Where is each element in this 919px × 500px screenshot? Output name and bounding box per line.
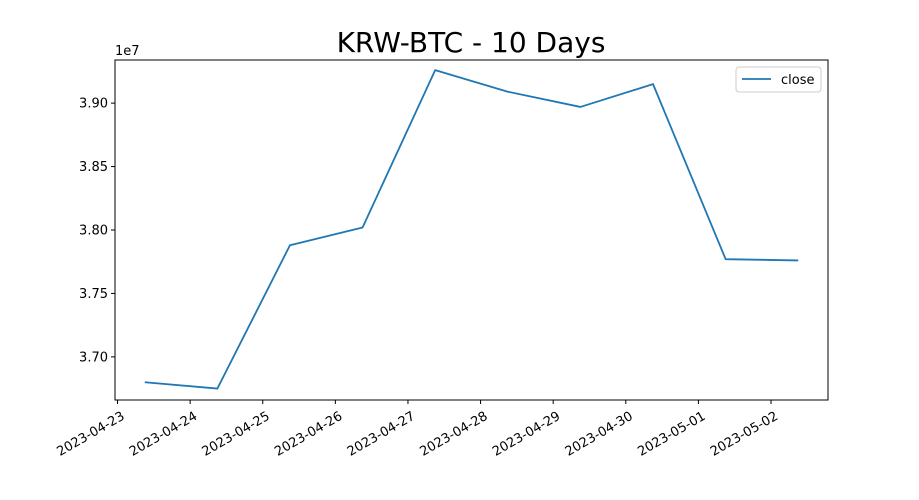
chart-title: KRW-BTC - 10 Days (337, 26, 606, 59)
y-tick-label: 3.85 (79, 160, 108, 175)
y-tick-label: 3.75 (79, 287, 108, 302)
legend-label-close: close (781, 73, 814, 88)
y-tick-label: 3.90 (79, 97, 108, 112)
series-line-close (144, 69, 799, 390)
y-tick-label: 3.70 (79, 350, 108, 365)
legend: close (735, 66, 822, 93)
y-tick-label: 3.80 (79, 224, 108, 239)
series-layer (144, 69, 799, 390)
legend-box (735, 66, 822, 93)
y-axis-offset-label: 1e7 (115, 44, 140, 59)
y-axis: 3.70 3.75 3.80 3.85 3.90 (79, 97, 115, 365)
